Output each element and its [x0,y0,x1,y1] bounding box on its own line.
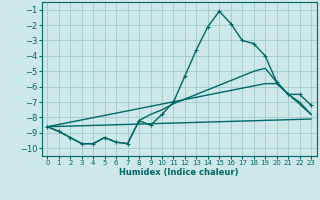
X-axis label: Humidex (Indice chaleur): Humidex (Indice chaleur) [119,168,239,177]
